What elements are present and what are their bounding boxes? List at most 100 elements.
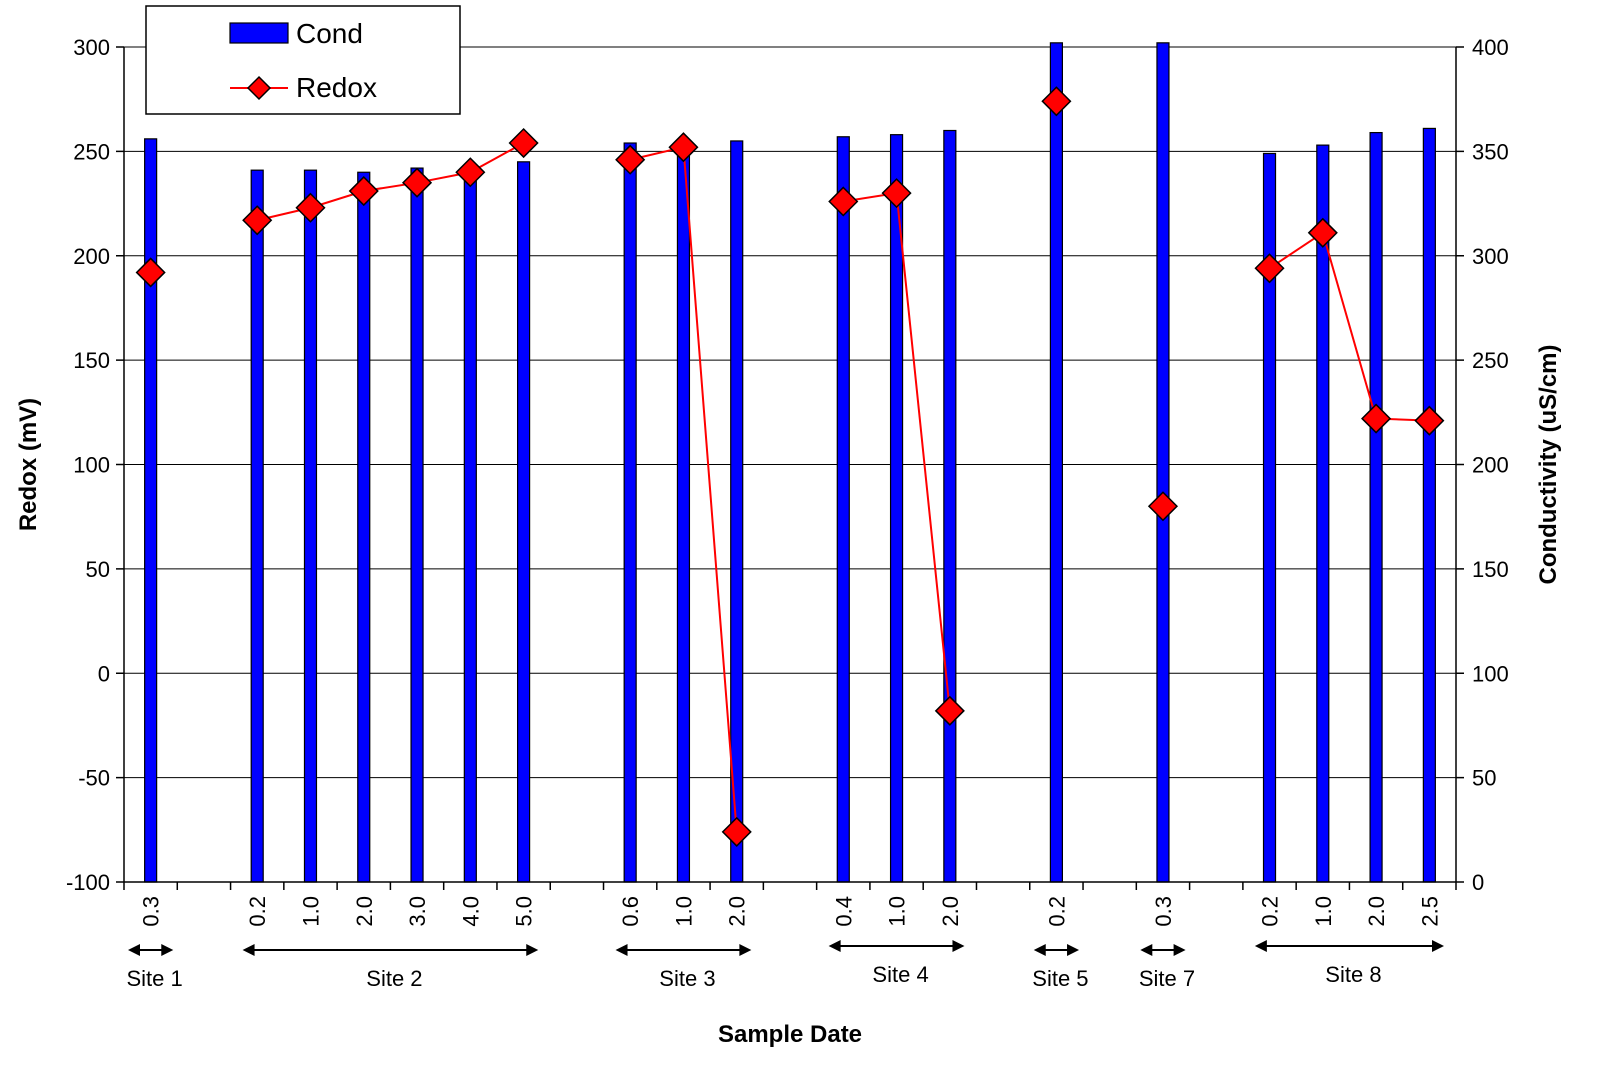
left-tick-label: 250: [73, 139, 110, 164]
site-arrow-head-right: [1173, 944, 1186, 956]
cond-bar: [623, 142, 637, 883]
category-label: 0.3: [1151, 896, 1176, 927]
site-arrow-head-right: [526, 944, 539, 956]
cond-bar: [889, 134, 904, 883]
left-tick-label: 200: [73, 244, 110, 269]
redox-marker: [348, 175, 379, 207]
site-label: Site 4: [872, 962, 928, 987]
right-tick-label: 150: [1472, 557, 1509, 582]
cond-bar: [516, 161, 531, 883]
category-label: 3.0: [405, 896, 430, 927]
cond-bar: [250, 169, 264, 883]
category-label: 1.0: [1311, 896, 1336, 927]
cond-bar: [676, 146, 691, 883]
redox-marker: [508, 127, 539, 159]
site-arrow-head-right: [161, 944, 174, 956]
redox-marker: [881, 178, 912, 209]
cond-bar: [303, 169, 318, 883]
right-tick-label: 350: [1472, 139, 1509, 164]
site-arrow-head-right: [739, 944, 752, 956]
category-label: 2.0: [1364, 896, 1389, 927]
left-tick-label: 300: [73, 35, 110, 60]
y-axis-left-title: Redox (mV): [15, 398, 42, 531]
category-label: 1.0: [298, 896, 323, 927]
category-label: 0.3: [139, 896, 164, 927]
right-tick-label: 50: [1472, 766, 1496, 791]
redox-marker: [721, 816, 752, 847]
cond-bar: [1049, 42, 1064, 883]
left-tick-label: 0: [98, 661, 110, 686]
category-label: 2.0: [352, 896, 377, 927]
category-label: 0.6: [618, 896, 643, 927]
redox-marker: [401, 167, 433, 198]
site-arrow-head-left: [828, 940, 841, 952]
cond-bar: [1316, 144, 1330, 883]
site-label: Site 3: [659, 966, 715, 991]
redox-marker: [615, 144, 646, 175]
site-arrow-head-left: [242, 944, 255, 956]
right-tick-label: 400: [1472, 35, 1509, 60]
left-tick-label: 100: [73, 453, 110, 478]
category-label: 0.2: [1044, 896, 1069, 927]
category-label: 2.5: [1417, 896, 1442, 927]
site-arrow-head-right: [1067, 944, 1080, 956]
site-label: Site 1: [127, 966, 183, 991]
category-label: 0.2: [245, 896, 270, 927]
site-arrow-head-left: [1140, 944, 1153, 956]
category-label: 2.0: [725, 896, 750, 927]
cond-bar: [357, 171, 371, 883]
legend-label-cond: Cond: [296, 18, 363, 49]
right-tick-label: 250: [1472, 348, 1509, 373]
redox-marker: [1254, 253, 1285, 284]
redox-marker: [242, 205, 273, 236]
legend-box: [145, 5, 461, 115]
y-axis-right-title: Conductivity (uS/cm): [1535, 344, 1562, 584]
cond-bar: [463, 171, 477, 883]
site-label: Site 2: [366, 966, 422, 991]
axes: -100 -50 0 50 100 150 200 250 300 0 50 100 150 200 250…: [66, 35, 1509, 895]
left-tick-label: -50: [78, 766, 110, 791]
cond-bar: [410, 167, 424, 883]
category-label: 4.0: [458, 896, 483, 927]
redox-marker: [1414, 405, 1445, 436]
redox-marker: [934, 695, 965, 726]
left-tick-label: -100: [66, 870, 110, 895]
site-arrow-head-right: [952, 940, 965, 952]
category-label: 0.4: [831, 896, 856, 927]
site-label: Site 8: [1325, 962, 1381, 987]
site-arrow-head-left: [128, 944, 140, 956]
legend-marker-redox: [246, 75, 272, 101]
legend-swatch-cond: [229, 22, 289, 44]
gridlines: [124, 46, 1456, 779]
redox-marker: [1361, 403, 1392, 434]
conductivity-bars: [144, 42, 1436, 883]
right-tick-label: 0: [1472, 870, 1484, 895]
site-arrow-head-right: [1432, 940, 1444, 952]
right-tick-label: 100: [1472, 661, 1509, 686]
category-label: 5.0: [512, 896, 537, 927]
redox-line: [135, 86, 1445, 847]
labels: 0.3 0.2 1.0 2.0 3.0 4.0 5.0 0.6 1.0 2.0 0.4 1.0 2.0 0…: [15, 344, 1562, 1048]
site-arrow-head-left: [1254, 940, 1267, 952]
right-tick-label: 200: [1472, 453, 1509, 478]
cond-bar: [1422, 127, 1436, 883]
site-label: Site 5: [1032, 966, 1088, 991]
redox-marker: [828, 186, 859, 217]
redox-marker: [295, 192, 326, 223]
left-tick-label: 50: [86, 557, 110, 582]
category-label: 2.0: [938, 896, 963, 927]
site-arrow-head-left: [1033, 944, 1046, 956]
cond-bar: [1369, 131, 1383, 883]
right-tick-label: 300: [1472, 244, 1509, 269]
redox-line-segment: [1268, 231, 1430, 422]
cond-bar: [836, 136, 850, 883]
cond-bar: [1156, 42, 1170, 883]
category-label: 0.2: [1258, 896, 1283, 927]
site-label: Site 7: [1139, 966, 1195, 991]
category-label: 1.0: [671, 896, 696, 927]
left-tick-label: 150: [73, 348, 110, 373]
redox-marker: [455, 157, 486, 188]
redox-marker: [1147, 491, 1179, 522]
